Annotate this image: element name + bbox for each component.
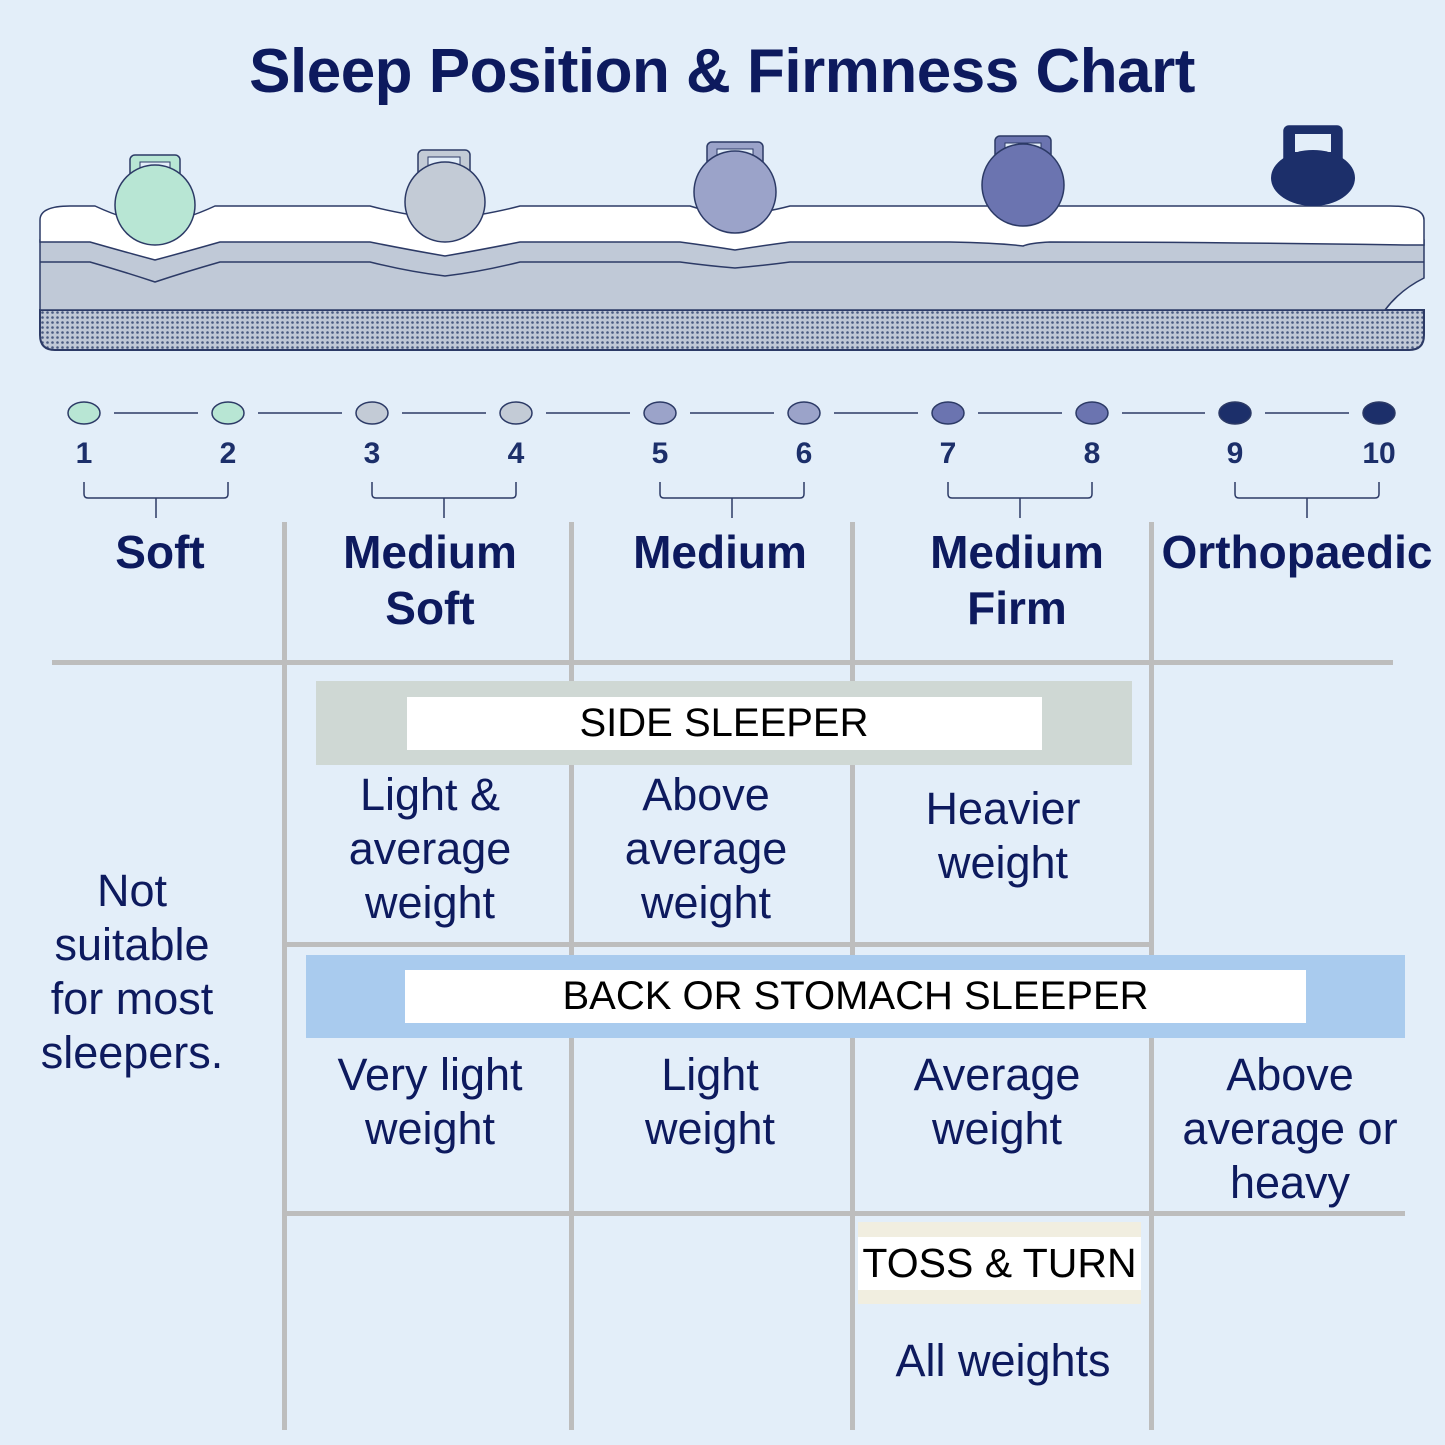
cell-line: Heavier [925,783,1081,834]
firmness-label-line: Firm [967,582,1067,634]
kettlebell-icon [981,135,1065,227]
row-divider [284,942,1151,947]
cell-line: weight [640,877,772,928]
scale-dot [1075,401,1109,425]
cell-line: weight [364,1103,496,1154]
cell-line: average or [1182,1103,1398,1154]
back-sleeper-label: BACK OR STOMACH SLEEPER [405,970,1306,1023]
scale-dot [931,401,965,425]
side-sleeper-cell: Light & average weight [349,768,512,930]
cell-line: suitable [54,919,210,970]
scale-number: 6 [795,437,813,470]
cell-line: sleepers. [40,1027,224,1078]
cell-line: average [348,823,512,874]
firmness-label-line: Soft [385,582,475,634]
group-bracket [83,482,229,518]
scale-number: 8 [1083,437,1101,470]
scale-number: 9 [1226,437,1244,470]
scale-dot [67,401,101,425]
group-bracket [1234,482,1380,518]
side-sleeper-cell: Heavier weight [925,782,1080,890]
scale-number: 7 [939,437,957,470]
cell-line: Very light [337,1049,523,1100]
firmness-label-line: Orthopaedic [1161,526,1433,578]
firmness-label-line: Soft [115,526,205,578]
back-sleeper-cell: Light weight [645,1048,775,1156]
cell-line: for most [50,973,214,1024]
kettlebell-icon [404,149,486,243]
firmness-label: Medium Soft [343,524,517,636]
firmness-label-line: Medium [633,526,807,578]
cell-line: average [624,823,788,874]
scale-number: 10 [1362,437,1396,470]
back-sleeper-cell: Above average or heavy [1182,1048,1397,1210]
firmness-label-line: Medium [930,526,1104,578]
scale-dot [1218,401,1252,425]
firmness-scale [67,401,1396,518]
column-divider [282,522,287,1430]
group-bracket [659,482,805,518]
scale-dot [499,401,533,425]
page-title: Sleep Position & Firmness Chart [249,37,1195,106]
cell-line: Average [913,1049,1081,1100]
scale-number: 5 [651,437,669,470]
firmness-label: Orthopaedic [1162,524,1433,580]
side-sleeper-band: SIDE SLEEPER [316,681,1132,765]
not-suitable-cell: Not suitable for most sleepers. [41,864,224,1080]
firmness-label: Medium [633,524,807,580]
group-bracket [947,482,1093,518]
firmness-label: Soft [115,524,204,580]
scale-number: 3 [363,437,381,470]
back-sleeper-band: BACK OR STOMACH SLEEPER [306,955,1405,1038]
cell-line: Above [642,769,770,820]
toss-turn-cell: All weights [895,1335,1111,1386]
scale-number: 1 [75,437,93,470]
back-sleeper-cell: Very light weight [337,1048,522,1156]
cell-line: Not [96,865,168,916]
cell-line: weight [937,837,1069,888]
toss-turn-label: TOSS & TURN [858,1236,1141,1290]
firmness-label-line: Medium [343,526,517,578]
scale-number: 2 [219,437,237,470]
side-sleeper-label: SIDE SLEEPER [406,696,1042,750]
row-divider [284,1211,1405,1216]
cell-line: weight [644,1103,776,1154]
firmness-label: Medium Firm [930,524,1104,636]
scale-number: 4 [507,437,525,470]
kettlebell-icon [1271,125,1355,206]
group-bracket [371,482,517,518]
scale-dot [787,401,821,425]
cell-line: Light [661,1049,759,1100]
kettlebell-icon [114,154,196,246]
toss-turn-band: TOSS & TURN [858,1222,1141,1304]
kettlebell-icon [693,141,777,234]
scale-dot [1362,401,1396,425]
scale-dot [355,401,389,425]
cell-line: weight [931,1103,1063,1154]
back-sleeper-cell: Average weight [914,1048,1081,1156]
cell-line: Above [1226,1049,1354,1100]
row-divider [52,660,1393,665]
cell-line: Light & [359,769,501,820]
mattress-illustration [39,125,1425,351]
side-sleeper-cell: Above average weight [625,768,788,930]
scale-dot [643,401,677,425]
scale-dot [211,401,245,425]
cell-line: heavy [1229,1157,1351,1208]
cell-line: weight [364,877,496,928]
